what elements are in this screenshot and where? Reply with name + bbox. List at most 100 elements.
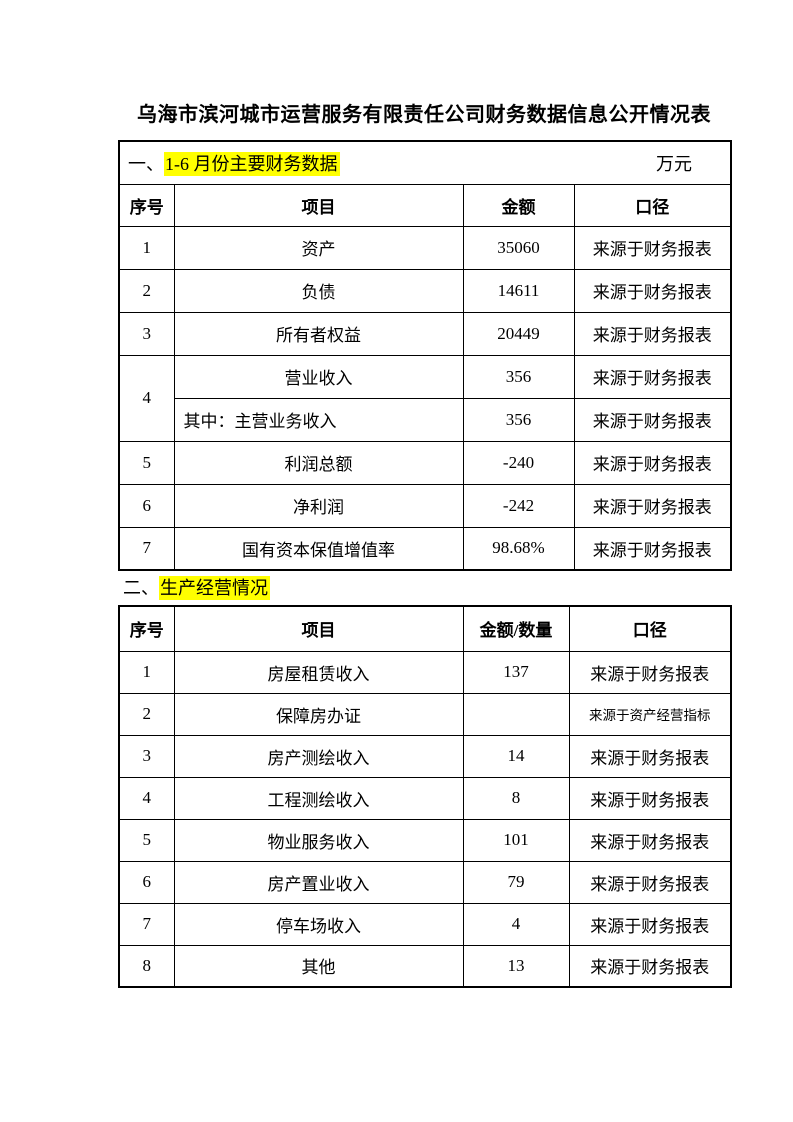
cell-item: 资产 xyxy=(173,225,464,270)
cell-amount: 4 xyxy=(462,902,570,946)
cell-source: 来源于财务报表 xyxy=(573,225,732,270)
cell-no: 3 xyxy=(118,311,175,356)
operations-data-table: 序号 项目 金额/数量 口径 1 房屋租赁收入 137 来源于财务报表 2 保障房办证 来源于资产经… xyxy=(118,605,732,988)
page-title: 乌海市滨河城市运营服务有限责任公司财务数据信息公开情况表 xyxy=(137,104,711,126)
table-header-row: 序号 项目 金额/数量 口径 xyxy=(118,605,732,652)
table-row: 其中：主营业务收入 356 来源于财务报表 xyxy=(119,397,732,442)
cell-source: 来源于财务报表 xyxy=(568,734,732,778)
cell-item: 保障房办证 xyxy=(173,692,464,736)
cell-no: 5 xyxy=(118,818,175,862)
cell-amount: 8 xyxy=(462,776,570,820)
section1-prefix: 一、 xyxy=(128,153,164,174)
cell-amount: 14611 xyxy=(462,268,575,313)
column-header: 口径 xyxy=(573,183,732,227)
cell-no: 5 xyxy=(118,440,175,485)
cell-amount: 137 xyxy=(462,650,570,694)
column-header: 金额/数量 xyxy=(462,605,570,652)
cell-item: 其中：主营业务收入 xyxy=(173,397,464,442)
table-row: 5 利润总额 -240 来源于财务报表 xyxy=(118,440,732,485)
cell-source: 来源于财务报表 xyxy=(573,354,732,399)
table-row: 6 净利润 -242 来源于财务报表 xyxy=(118,483,732,528)
table-row: 7 国有资本保值增值率 98.68% 来源于财务报表 xyxy=(118,526,732,571)
column-header: 金额 xyxy=(462,183,575,227)
cell-item: 营业收入 xyxy=(173,354,464,399)
cell-item: 房产测绘收入 xyxy=(173,734,464,778)
table-row: 3 所有者权益 20449 来源于财务报表 xyxy=(118,311,732,356)
section2-prefix: 二、 xyxy=(123,578,159,598)
cell-source: 来源于财务报表 xyxy=(568,818,732,862)
cell-item: 物业服务收入 xyxy=(173,818,464,862)
table-row: 4 营业收入 356 来源于财务报表 xyxy=(118,354,732,442)
cell-amount: -240 xyxy=(462,440,575,485)
cell-no: 6 xyxy=(118,483,175,528)
cell-amount: 35060 xyxy=(462,225,575,270)
cell-item: 房屋租赁收入 xyxy=(173,650,464,694)
cell-item: 负债 xyxy=(173,268,464,313)
section1-caption-row: 一、1-6 月份主要财务数据 万元 xyxy=(119,140,731,185)
cell-no: 4 xyxy=(118,776,175,820)
cell-amount: 356 xyxy=(462,354,575,399)
cell-source: 来源于财务报表 xyxy=(568,776,732,820)
cell-source: 来源于财务报表 xyxy=(573,526,732,571)
finance-data-table: 一、1-6 月份主要财务数据 万元 序号 项目 金额 口径 1 资产 35060 来源于财务报… xyxy=(118,140,732,571)
table-row: 2 保障房办证 来源于资产经营指标 xyxy=(118,692,732,736)
cell-no: 2 xyxy=(118,692,175,736)
cell-item: 其他 xyxy=(173,944,464,988)
cell-amount: 356 xyxy=(462,397,575,442)
cell-source: 来源于财务报表 xyxy=(573,268,732,313)
table-row: 7 停车场收入 4 来源于财务报表 xyxy=(118,902,732,946)
cell-amount: 79 xyxy=(462,860,570,904)
cell-source: 来源于财务报表 xyxy=(573,483,732,528)
section2-heading: 二、生产经营情况 xyxy=(123,576,730,600)
cell-amount xyxy=(462,692,570,736)
column-header: 项目 xyxy=(173,183,464,227)
cell-item: 停车场收入 xyxy=(173,902,464,946)
table-row: 8 其他 13 来源于财务报表 xyxy=(118,944,732,988)
cell-amount: 98.68% xyxy=(462,526,575,571)
cell-item: 国有资本保值增值率 xyxy=(173,526,464,571)
table-row: 1 房屋租赁收入 137 来源于财务报表 xyxy=(118,650,732,694)
column-header: 序号 xyxy=(118,183,175,227)
cell-amount: 20449 xyxy=(462,311,575,356)
section1-heading-highlight: 1-6 月份主要财务数据 xyxy=(164,151,340,176)
cell-item: 利润总额 xyxy=(173,440,464,485)
cell-item: 所有者权益 xyxy=(173,311,464,356)
table-row: 1 资产 35060 来源于财务报表 xyxy=(118,225,732,270)
cell-no: 3 xyxy=(118,734,175,778)
unit-label: 万元 xyxy=(656,153,692,174)
cell-source: 来源于财务报表 xyxy=(568,650,732,694)
cell-no: 7 xyxy=(118,902,175,946)
cell-source: 来源于财务报表 xyxy=(568,902,732,946)
document-content: 乌海市滨河城市运营服务有限责任公司财务数据信息公开情况表 一、1-6 月份主要财… xyxy=(118,103,732,988)
cell-source: 来源于财务报表 xyxy=(568,944,732,988)
table-row: 4 工程测绘收入 8 来源于财务报表 xyxy=(118,776,732,820)
operations-table-body: 序号 项目 金额/数量 口径 1 房屋租赁收入 137 来源于财务报表 2 保障房办证 来源于资产经… xyxy=(118,605,732,988)
cell-source: 来源于财务报表 xyxy=(568,860,732,904)
column-header: 序号 xyxy=(118,605,175,652)
table-row: 6 房产置业收入 79 来源于财务报表 xyxy=(118,860,732,904)
cell-item: 净利润 xyxy=(173,483,464,528)
cell-no: 4 xyxy=(118,354,175,442)
cell-no: 6 xyxy=(118,860,175,904)
cell-amount: -242 xyxy=(462,483,575,528)
table-row: 3 房产测绘收入 14 来源于财务报表 xyxy=(118,734,732,778)
section2-heading-highlight: 生产经营情况 xyxy=(159,576,270,600)
cell-no: 1 xyxy=(118,650,175,694)
cell-no: 1 xyxy=(118,225,175,270)
cell-no: 8 xyxy=(118,944,175,988)
section1-heading: 一、1-6 月份主要财务数据 xyxy=(128,150,340,176)
cell-no: 2 xyxy=(118,268,175,313)
table-row: 5 物业服务收入 101 来源于财务报表 xyxy=(118,818,732,862)
cell-amount: 14 xyxy=(462,734,570,778)
cell-amount: 101 xyxy=(462,818,570,862)
column-header: 口径 xyxy=(568,605,732,652)
cell-source: 来源于财务报表 xyxy=(573,311,732,356)
cell-item: 房产置业收入 xyxy=(173,860,464,904)
finance-table-body: 序号 项目 金额 口径 1 资产 35060 来源于财务报表 2 负债 14611 来源于财务报表 3 所… xyxy=(118,183,732,571)
cell-source: 来源于财务报表 xyxy=(573,397,732,442)
cell-source: 来源于资产经营指标 xyxy=(568,692,732,736)
cell-item: 工程测绘收入 xyxy=(173,776,464,820)
table-header-row: 序号 项目 金额 口径 xyxy=(118,183,732,227)
cell-source: 来源于财务报表 xyxy=(573,440,732,485)
